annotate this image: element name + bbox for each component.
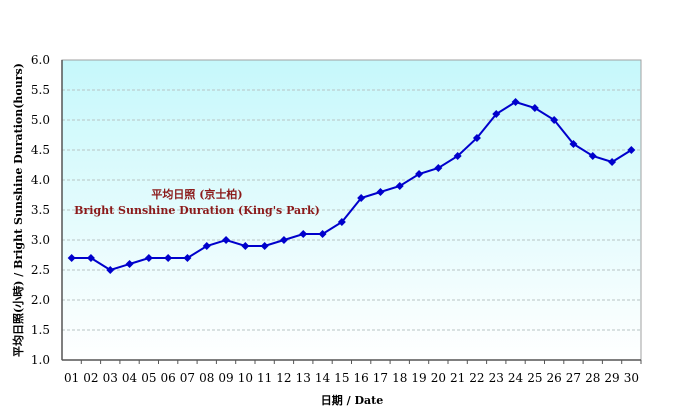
x-tick-label: 25 <box>527 371 542 385</box>
x-tick-label: 22 <box>469 371 484 385</box>
data-markers <box>67 98 636 274</box>
diamond-marker <box>164 254 173 262</box>
diamond-marker <box>106 266 115 274</box>
diamond-marker <box>453 152 462 160</box>
diamond-marker <box>530 104 539 112</box>
x-tick-label: 27 <box>566 371 581 385</box>
diamond-marker <box>125 260 134 268</box>
x-tick-label: 02 <box>83 371 98 385</box>
y-tick-label: 6.0 <box>31 53 50 67</box>
diamond-marker <box>434 164 443 172</box>
y-tick-label: 3.0 <box>31 233 50 247</box>
diamond-marker <box>472 134 481 142</box>
x-tick-label: 21 <box>450 371 465 385</box>
x-tick-label: 10 <box>238 371 253 385</box>
x-tick-label: 06 <box>161 371 176 385</box>
x-tick-label: 17 <box>373 371 388 385</box>
diamond-marker <box>202 242 211 250</box>
diamond-marker <box>318 230 327 238</box>
y-tick-label: 5.0 <box>31 113 50 127</box>
annotation-line-english: Bright Sunshine Duration (King's Park) <box>74 204 320 217</box>
y-tick-label: 2.5 <box>31 263 50 277</box>
x-tick-label: 19 <box>411 371 426 385</box>
y-tick-label: 1.5 <box>31 323 50 337</box>
x-tick-label: 01 <box>64 371 79 385</box>
diamond-marker <box>299 230 308 238</box>
diamond-marker <box>415 170 424 178</box>
annotation-line-chinese: 平均日照 (京士柏) <box>151 187 242 201</box>
x-tick-label: 05 <box>141 371 156 385</box>
diamond-marker <box>222 236 231 244</box>
diamond-marker <box>67 254 76 262</box>
x-axis-ticks: 01 02 03 04 05 06 07 08 09 10 11 12 13 14 15 16 17 18 19 20… <box>64 360 642 385</box>
x-tick-label: 16 <box>354 371 369 385</box>
x-tick-label: 15 <box>334 371 349 385</box>
grid-lines <box>62 89 641 331</box>
y-tick-label: 3.5 <box>31 203 50 217</box>
diamond-marker <box>279 236 288 244</box>
x-tick-label: 07 <box>180 371 195 385</box>
diamond-marker <box>144 254 153 262</box>
diamond-marker <box>376 188 385 196</box>
diamond-marker <box>588 152 597 160</box>
chart-annotation: 平均日照 (京士柏) Bright Sunshine Duration (Kin… <box>74 187 320 217</box>
diamond-marker <box>492 110 501 118</box>
x-tick-label: 18 <box>392 371 407 385</box>
y-tick-label: 1.0 <box>31 353 50 367</box>
diamond-marker <box>395 182 404 190</box>
y-tick-label: 5.5 <box>31 83 50 97</box>
x-tick-label: 11 <box>257 371 272 385</box>
y-axis-ticks: 1.0 1.5 2.0 2.5 3.0 3.5 4.0 4.5 5.0 5.5 6.0 <box>31 53 50 367</box>
diamond-marker <box>357 194 366 202</box>
x-tick-label: 23 <box>489 371 504 385</box>
diamond-marker <box>608 158 617 166</box>
x-tick-label: 04 <box>122 371 138 385</box>
diamond-marker <box>337 218 346 226</box>
x-tick-label: 26 <box>547 371 562 385</box>
y-axis-title: 平均日照(小時) / Bright Sunshine Duration(hour… <box>11 63 25 357</box>
y-tick-label: 2.0 <box>31 293 50 307</box>
diamond-marker <box>241 242 250 250</box>
x-tick-label: 13 <box>296 371 311 385</box>
x-tick-label: 08 <box>199 371 214 385</box>
diamond-marker <box>260 242 269 250</box>
x-tick-label: 12 <box>276 371 291 385</box>
x-tick-label: 20 <box>431 371 446 385</box>
diamond-marker <box>183 254 192 262</box>
x-axis-title: 日期 / Date <box>321 393 383 407</box>
x-tick-label: 03 <box>103 371 118 385</box>
x-tick-label: 14 <box>315 371 331 385</box>
x-tick-label: 28 <box>585 371 600 385</box>
x-tick-label: 29 <box>604 371 619 385</box>
diamond-marker <box>511 98 520 106</box>
x-tick-label: 24 <box>508 371 524 385</box>
diamond-marker <box>569 140 578 148</box>
x-tick-label: 09 <box>218 371 233 385</box>
diamond-marker <box>86 254 95 262</box>
diamond-marker <box>550 116 559 124</box>
y-tick-label: 4.5 <box>31 143 50 157</box>
x-tick-label: 30 <box>624 371 639 385</box>
y-tick-label: 4.0 <box>31 173 50 187</box>
diamond-marker <box>627 146 636 154</box>
